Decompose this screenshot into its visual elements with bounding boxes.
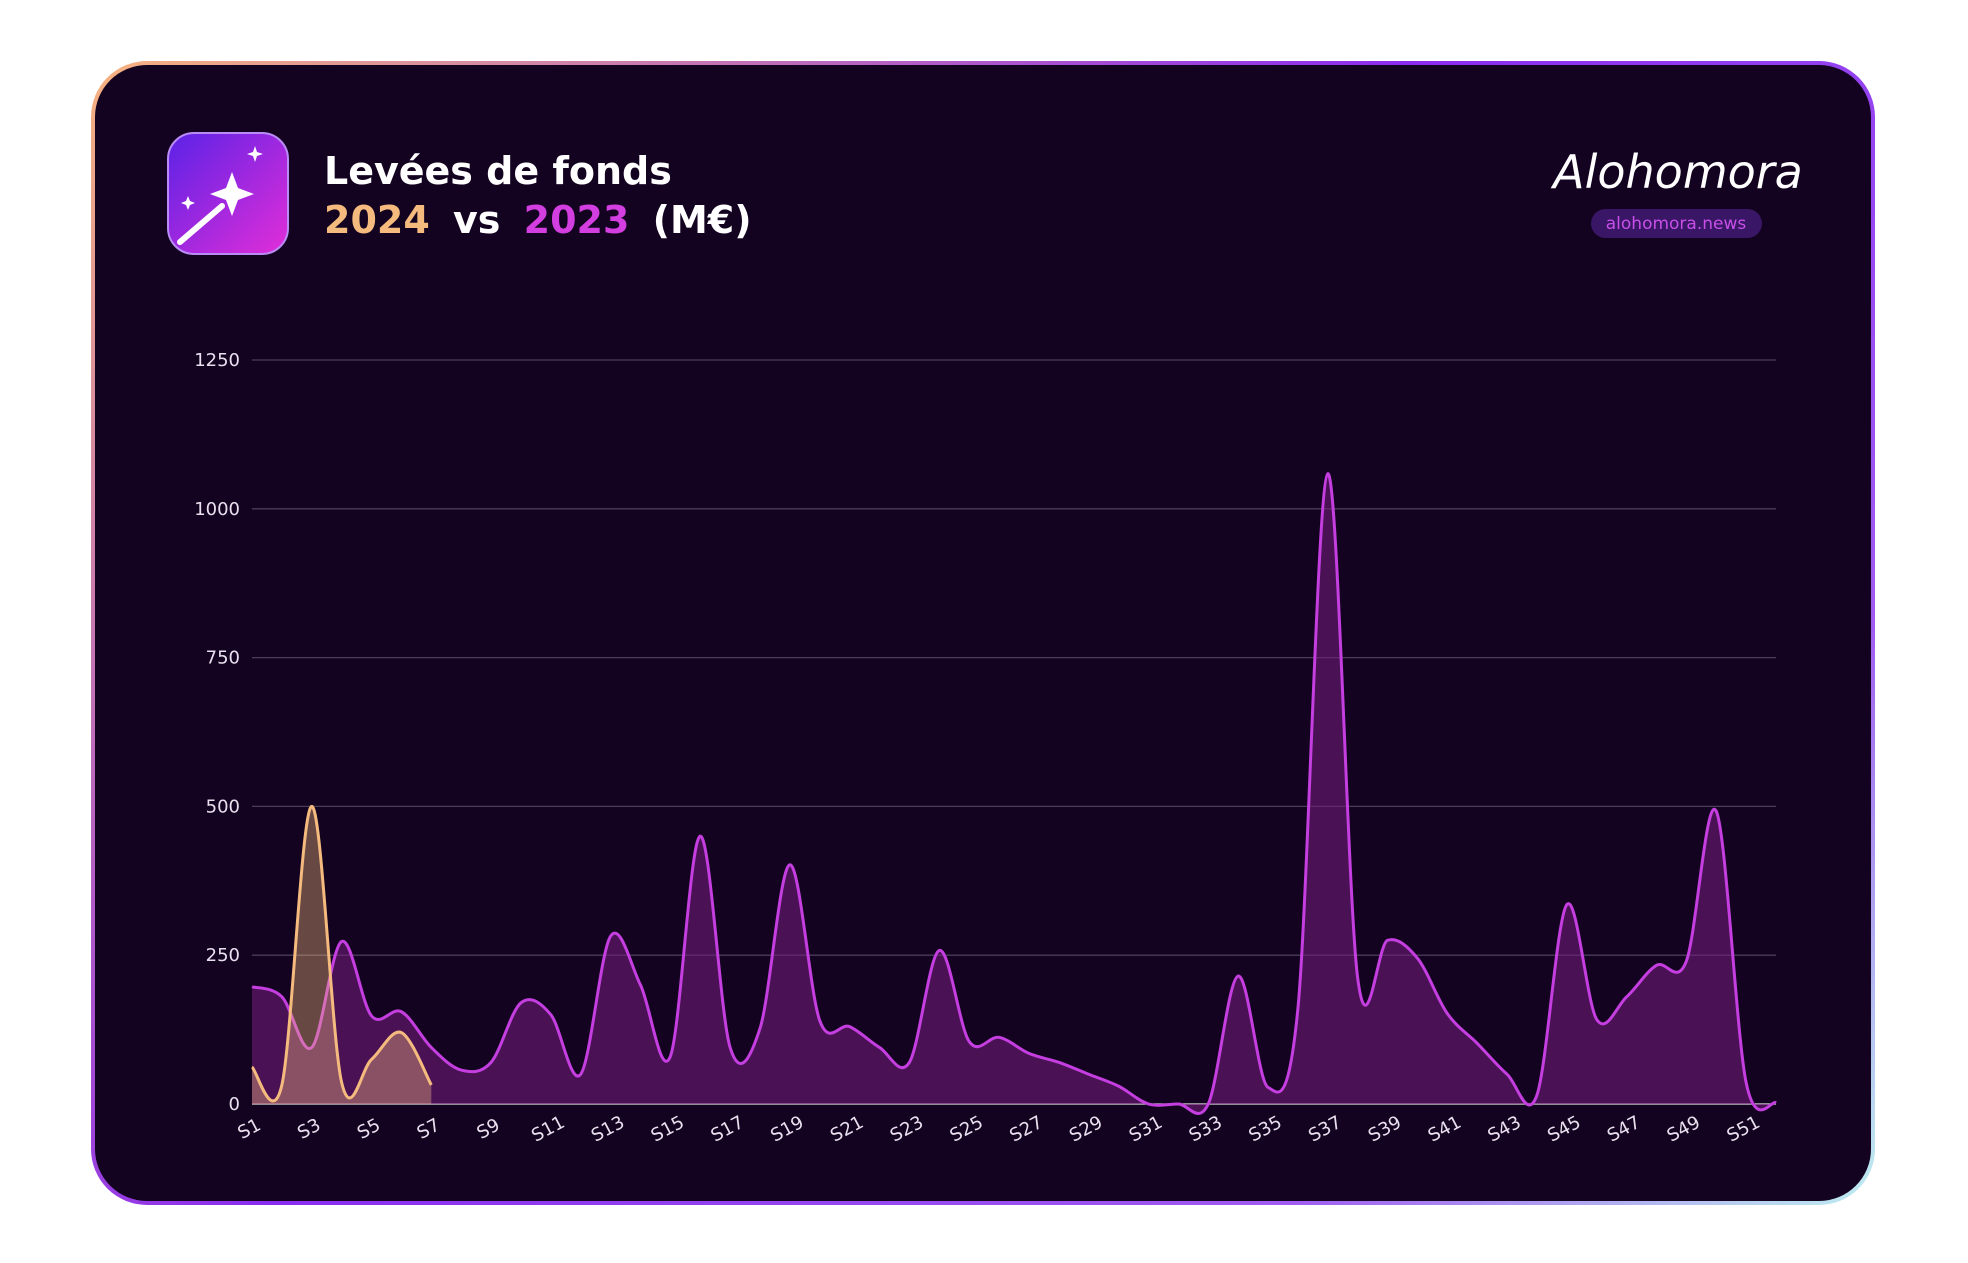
legend-2024: 2024: [324, 198, 430, 242]
title: Levées de fonds: [324, 149, 672, 193]
x-tick-label: S35: [1245, 1112, 1285, 1147]
x-tick-label: S43: [1484, 1112, 1524, 1147]
subtitle-unit: (M€): [653, 198, 752, 242]
x-tick-label: S11: [528, 1112, 568, 1147]
y-tick-label: 1000: [194, 499, 240, 520]
line: [250, 804, 433, 1103]
line: [251, 472, 1777, 1115]
x-tick-label: S7: [414, 1114, 444, 1143]
site-pill: [1591, 209, 1762, 238]
x-tick-label: S29: [1066, 1112, 1106, 1147]
subtitle-vs: vs: [453, 198, 500, 242]
x-tick-label: S45: [1544, 1112, 1584, 1147]
site: alohomora.news: [1606, 214, 1747, 234]
brand: Alohomora: [1550, 145, 1803, 199]
x-tick-label: S39: [1365, 1112, 1405, 1147]
y-tick-label: 500: [206, 796, 240, 817]
x-tick-label: S33: [1186, 1112, 1226, 1147]
x-tick-label: S13: [588, 1112, 628, 1147]
x-tick-label: S51: [1723, 1112, 1763, 1147]
y-tick-label: 1250: [194, 350, 240, 371]
x-tick-label: S49: [1664, 1112, 1704, 1147]
area: [252, 806, 432, 1104]
y-tick-label: 750: [206, 648, 240, 669]
subtitle: 2024 vs 2023 (M€): [324, 198, 752, 242]
x-tick-label: S9: [473, 1114, 503, 1143]
x-tick-label: S3: [294, 1114, 324, 1143]
app-icon: [167, 132, 289, 255]
x-tick-label: S19: [767, 1112, 807, 1147]
x-tick-label: S15: [648, 1112, 688, 1147]
x-tick-label: S23: [887, 1112, 927, 1147]
legend-2023: 2023: [524, 198, 630, 242]
x-tick-label: S37: [1305, 1112, 1345, 1147]
y-tick-label: 250: [206, 945, 240, 966]
y-tick-label: 0: [229, 1094, 240, 1115]
x-tick-label: S25: [947, 1112, 987, 1147]
x-tick-label: S47: [1604, 1112, 1644, 1147]
area: [252, 473, 1776, 1114]
x-tick-label: S41: [1425, 1112, 1465, 1147]
x-tick-label: S27: [1006, 1112, 1046, 1147]
x-tick-label: S1: [234, 1114, 264, 1143]
x-tick-label: S5: [354, 1114, 384, 1143]
x-tick-label: S21: [827, 1112, 867, 1147]
x-tick-label: S31: [1126, 1112, 1166, 1147]
x-tick-label: S17: [707, 1112, 747, 1147]
